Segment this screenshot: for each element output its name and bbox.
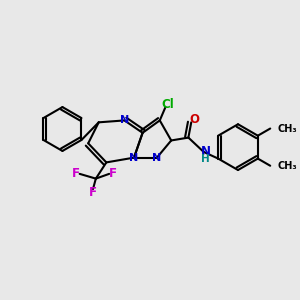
Text: N: N xyxy=(120,116,129,125)
Text: CH₃: CH₃ xyxy=(278,161,298,171)
Text: H: H xyxy=(201,154,210,164)
Text: CH₃: CH₃ xyxy=(278,124,298,134)
Text: N: N xyxy=(201,146,211,158)
Text: Cl: Cl xyxy=(161,98,174,111)
Text: N: N xyxy=(129,153,139,163)
Text: F: F xyxy=(89,186,97,200)
Text: F: F xyxy=(72,167,80,180)
Text: O: O xyxy=(189,113,199,126)
Text: F: F xyxy=(109,167,117,180)
Text: N: N xyxy=(152,153,161,163)
